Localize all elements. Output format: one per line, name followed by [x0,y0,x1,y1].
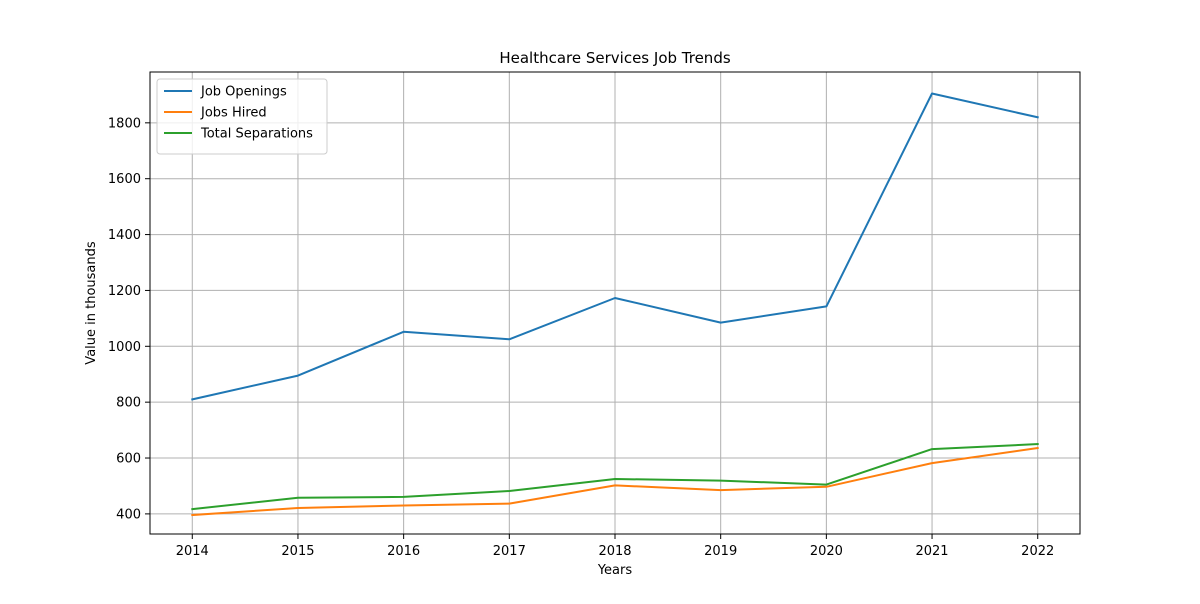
y-tick-label: 800 [116,396,141,411]
y-tick-label: 1400 [108,228,141,243]
y-tick-label: 1800 [108,116,141,131]
legend: Job Openings Jobs Hired Total Separations [156,78,328,155]
x-axis-label: Years [597,563,633,578]
y-tick-label: 1600 [108,172,141,187]
y-tick-label: 1000 [108,340,141,355]
x-tick-label: 2016 [387,544,420,559]
y-tick-label: 600 [116,452,141,467]
x-tick-label: 2022 [1021,544,1054,559]
series-line-job-openings [191,92,1039,401]
y-axis-label: Value in thousands [84,241,99,365]
x-tick-label: 2019 [704,544,737,559]
x-tick-label: 2021 [915,544,948,559]
x-tick-label: 2015 [281,544,314,559]
x-tick-label: 2017 [493,544,526,559]
x-tick-label: 2020 [810,544,843,559]
legend-label: Total Separations [200,127,313,142]
x-tick-label: 2014 [176,544,209,559]
x-axis-ticks: 2014 2015 2016 2017 2018 2019 2020 2021 2022 [176,534,1054,559]
chart-title: Healthcare Services Job Trends [499,49,730,67]
legend-box [156,78,328,155]
x-tick-label: 2018 [598,544,631,559]
grid [150,72,1080,534]
y-tick-label: 1200 [108,284,141,299]
y-axis-ticks: 400 600 800 1000 1200 1400 1600 1800 [108,116,150,522]
y-tick-label: 400 [116,507,141,522]
legend-label: Jobs Hired [200,106,267,121]
series-lines [191,92,1039,517]
series-line-jobs-hired [191,446,1039,517]
legend-label: Job Openings [200,85,287,100]
series-line-total-separations [191,443,1039,511]
